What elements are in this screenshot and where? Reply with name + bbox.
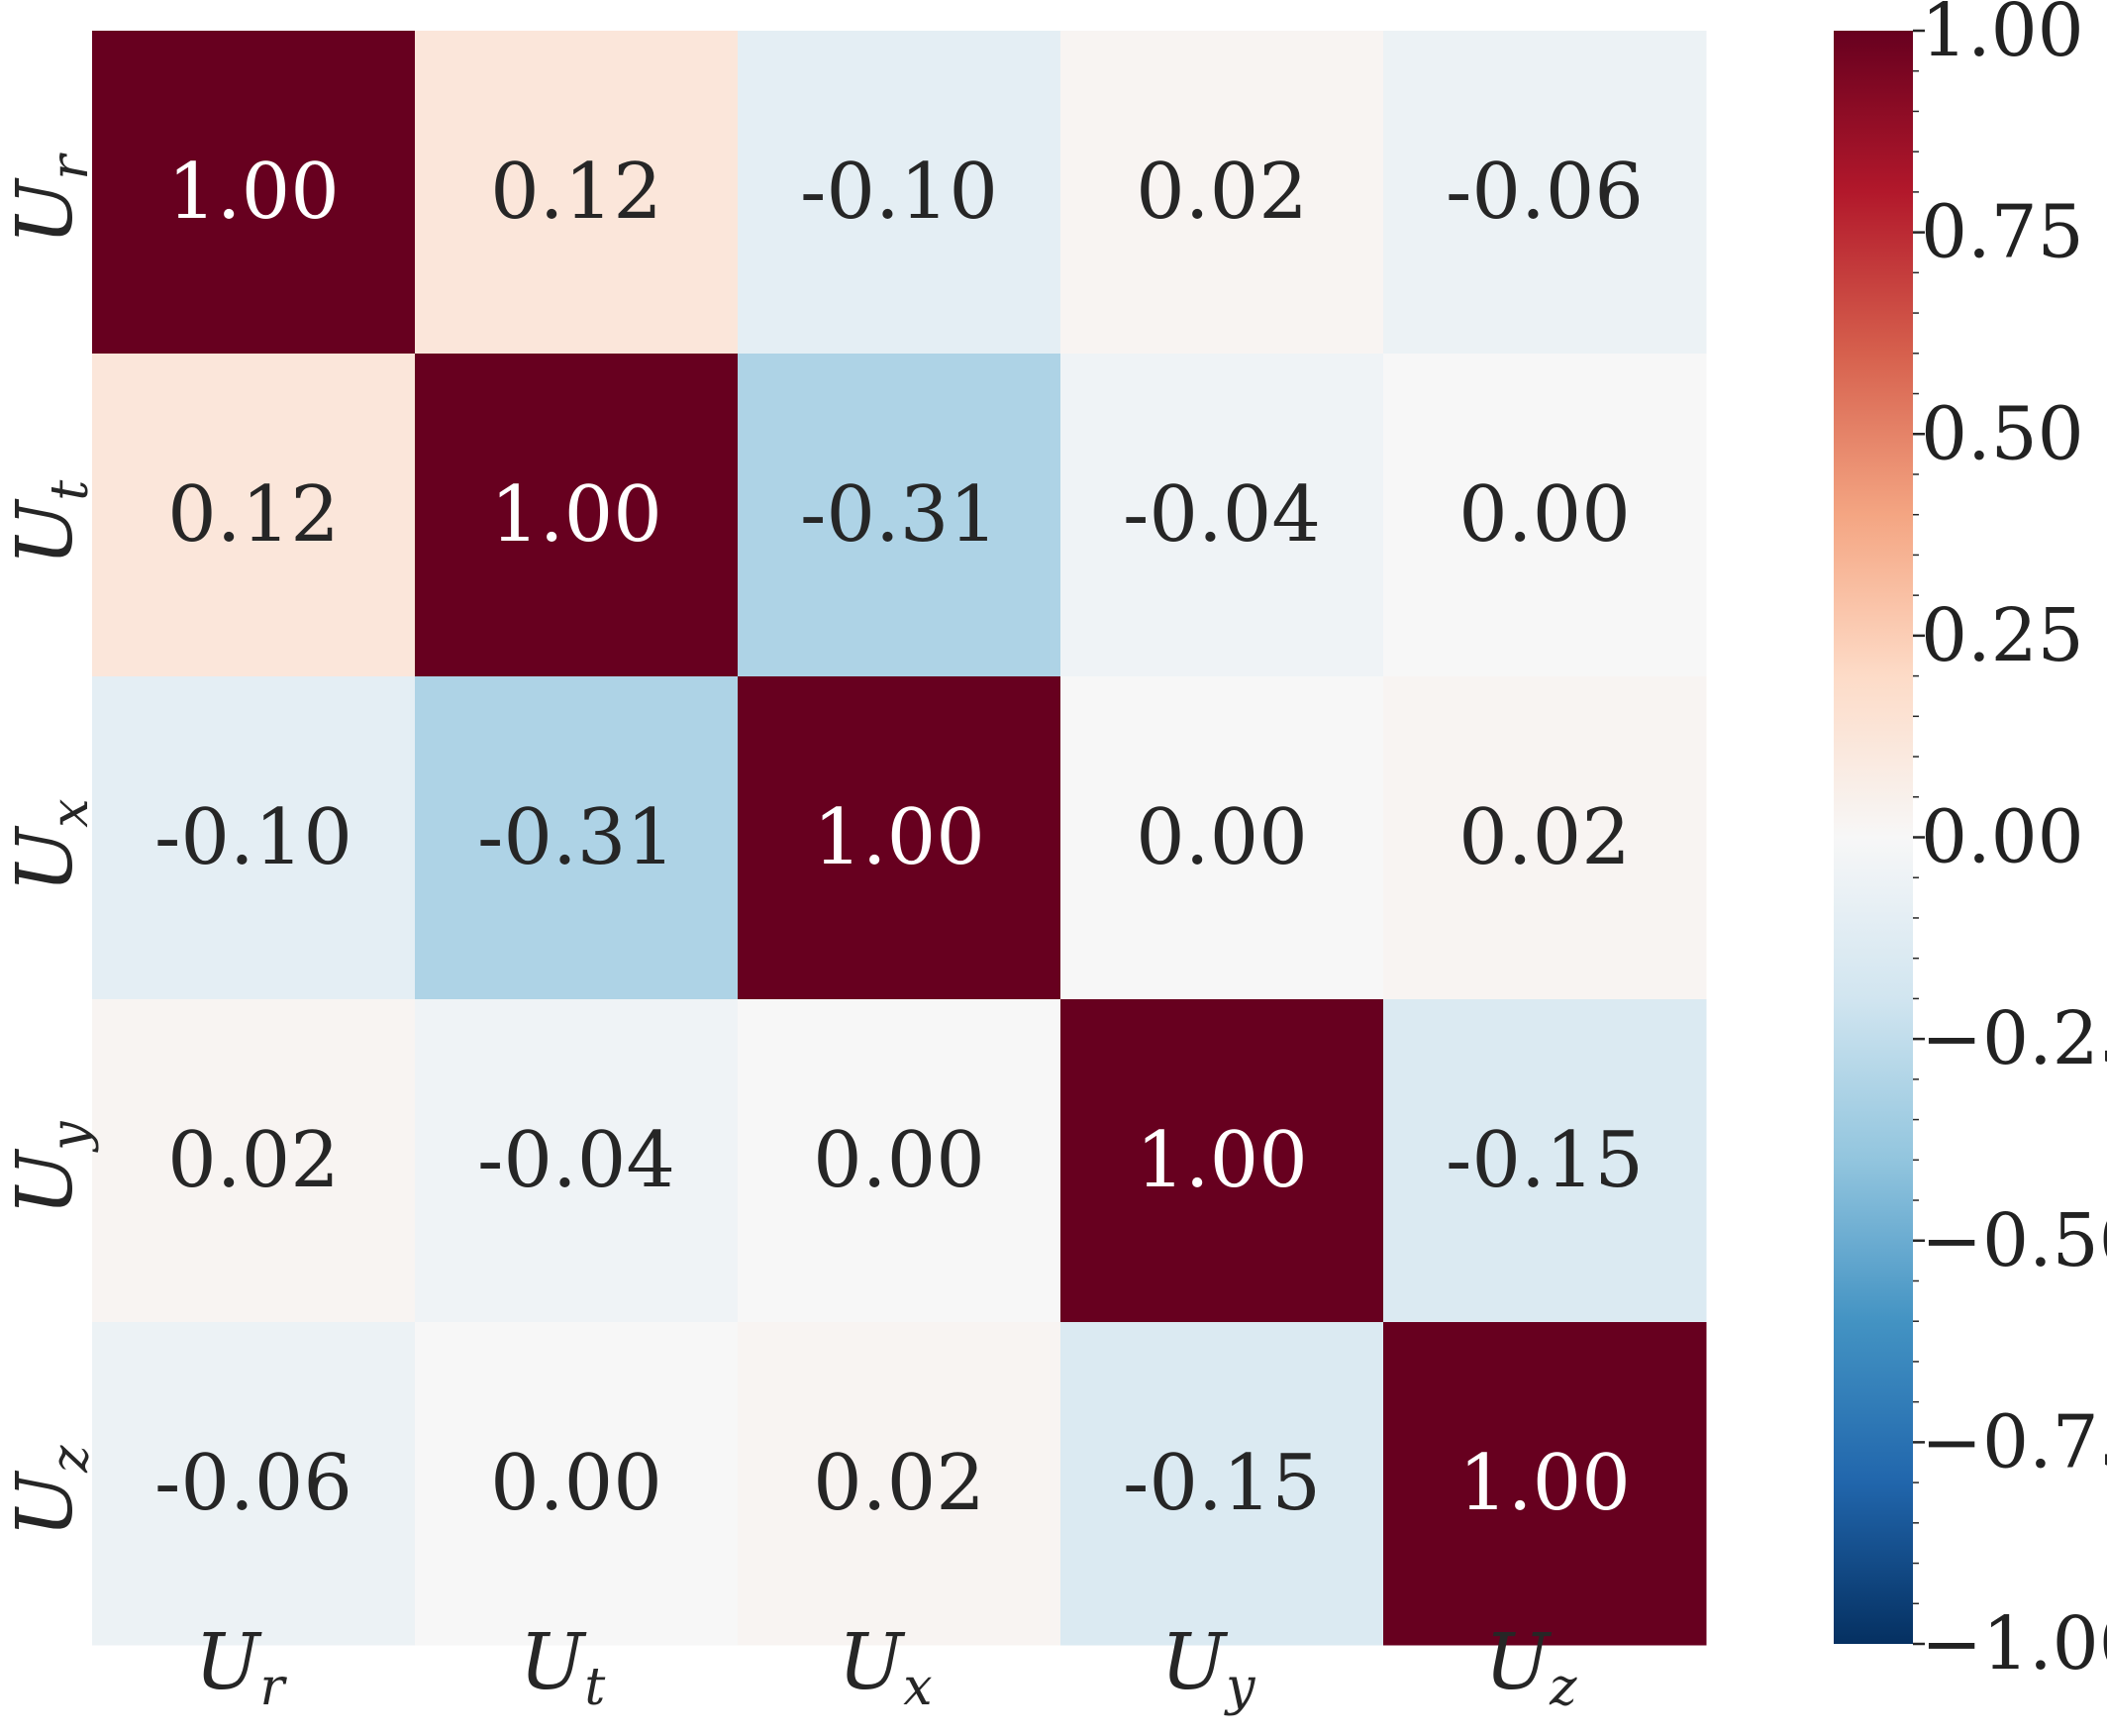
heatmap-cell bbox=[1060, 31, 1384, 355]
colorbar-tick-label: −1.00 bbox=[1921, 1601, 2107, 1686]
colorbar-tick-label: −0.25 bbox=[1921, 996, 2107, 1081]
cell-value-label: 0.00 bbox=[1136, 793, 1308, 882]
cell-value-label: -0.10 bbox=[154, 793, 352, 882]
heatmap-cell bbox=[92, 31, 416, 355]
heatmap-cell bbox=[1383, 354, 1707, 677]
heatmap-cell bbox=[1060, 999, 1384, 1323]
cell-value-label: 0.00 bbox=[813, 1116, 985, 1205]
cell-value-label: 1.00 bbox=[167, 148, 340, 237]
cell-value-label: -0.31 bbox=[477, 793, 675, 882]
cell-value-label: -0.15 bbox=[1446, 1116, 1644, 1205]
cell-value-label: 1.00 bbox=[1458, 1439, 1631, 1528]
cell-value-label: 1.00 bbox=[813, 793, 985, 882]
cell-value-label: -0.06 bbox=[154, 1439, 352, 1528]
row-tick-label: Ut bbox=[1, 480, 100, 566]
colorbar-tick-label: −0.50 bbox=[1921, 1198, 2107, 1283]
column-tick-label: Uy bbox=[1160, 1618, 1255, 1717]
cell-value-label: 0.12 bbox=[167, 470, 340, 560]
cell-value-label: -0.31 bbox=[800, 470, 998, 560]
cell-value-label: 0.02 bbox=[813, 1439, 985, 1528]
colorbar-gradient bbox=[1834, 31, 1913, 1644]
column-tick-label: Ut bbox=[520, 1618, 606, 1717]
column-tick-label: Ux bbox=[838, 1618, 932, 1717]
cell-value-label: -0.10 bbox=[800, 148, 998, 237]
heatmap-cell bbox=[92, 1322, 416, 1646]
colorbar-tick-label: 0.75 bbox=[1921, 190, 2084, 275]
heatmap-cell bbox=[92, 999, 416, 1323]
heatmap-cell bbox=[92, 676, 416, 1000]
colorbar-tick-label: 0.50 bbox=[1921, 391, 2084, 476]
row-tick-label: Uy bbox=[1, 1121, 100, 1216]
colorbar-tick-label: 0.00 bbox=[1921, 795, 2084, 880]
row-tick-label: Ux bbox=[1, 798, 100, 892]
heatmap-cell bbox=[1383, 676, 1707, 1000]
heatmap-cell bbox=[415, 354, 739, 677]
column-tick-labels: Ur Ut Ux Uy Uz bbox=[195, 1618, 1577, 1717]
heatmap-cell bbox=[1383, 1322, 1707, 1646]
colorbar-tick-label: −0.75 bbox=[1921, 1399, 2107, 1484]
cell-value-label: -0.06 bbox=[1446, 148, 1644, 237]
heatmap-cell bbox=[92, 354, 416, 677]
cell-value-label: 0.02 bbox=[1458, 793, 1631, 882]
heatmap-cell bbox=[738, 676, 1061, 1000]
heatmap-cell bbox=[415, 31, 739, 355]
cell-value-label: 0.00 bbox=[1458, 470, 1631, 560]
cell-value-label: 0.02 bbox=[1136, 148, 1308, 237]
heatmap-cell bbox=[1383, 31, 1707, 355]
row-tick-labels: Ur Ut Ux Uy Uz bbox=[1, 153, 100, 1538]
cell-value-label: 1.00 bbox=[1136, 1116, 1308, 1205]
colorbar-tick-label: 1.00 bbox=[1921, 0, 2084, 73]
heatmap-cell bbox=[738, 1322, 1061, 1646]
cell-value-label: 0.12 bbox=[490, 148, 662, 237]
cell-value-label: 0.00 bbox=[490, 1439, 662, 1528]
heatmap-cell bbox=[1060, 676, 1384, 1000]
cell-value-label: -0.04 bbox=[477, 1116, 675, 1205]
heatmap-cell bbox=[415, 676, 739, 1000]
heatmap-cell bbox=[415, 1322, 739, 1646]
colorbar: 1.00 0.75 0.50 0.25 0.00 −0.25 −0.50 −0.75 −1.00 bbox=[1834, 0, 2107, 1686]
heatmap-cells: 1.00 0.12 -0.10 0.02 -0.06 0.12 1.00 -0.31 -0.04… bbox=[92, 31, 1707, 1646]
heatmap-cell bbox=[738, 999, 1061, 1323]
heatmap-cell bbox=[1060, 354, 1384, 677]
heatmap-cell bbox=[1383, 999, 1707, 1323]
column-tick-label: Ur bbox=[195, 1618, 288, 1717]
cell-value-label: 0.02 bbox=[167, 1116, 340, 1205]
heatmap-cell bbox=[415, 999, 739, 1323]
heatmap-cell bbox=[738, 354, 1061, 677]
heatmap-cell bbox=[1060, 1322, 1384, 1646]
cell-value-label: 1.00 bbox=[490, 470, 662, 560]
colorbar-tick-label: 0.25 bbox=[1921, 593, 2084, 678]
column-tick-label: Uz bbox=[1484, 1618, 1577, 1717]
cell-value-label: -0.04 bbox=[1123, 470, 1321, 560]
row-tick-label: Ur bbox=[1, 153, 100, 246]
cell-value-label: -0.15 bbox=[1123, 1439, 1321, 1528]
heatmap-cell bbox=[738, 31, 1061, 355]
row-tick-label: Uz bbox=[1, 1445, 100, 1538]
